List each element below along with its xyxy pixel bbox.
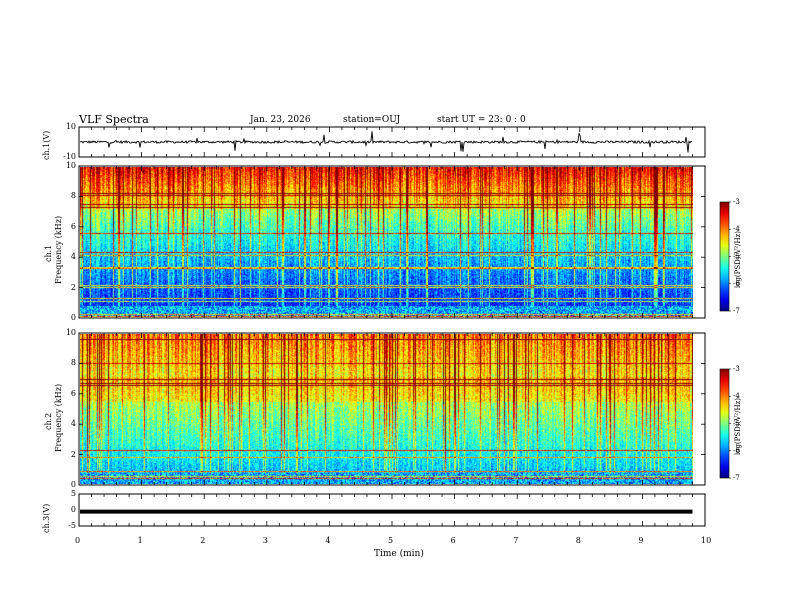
x-tick-label-6: 6 (450, 536, 456, 545)
ch3-ytick-label: 5 (70, 489, 76, 498)
x-tick-label-3: 3 (262, 536, 268, 545)
ch1-freq-ytick-label: 2 (70, 282, 76, 292)
ch1-freq-ytick-label: 4 (70, 252, 76, 262)
panel-2-frame (78, 165, 706, 319)
x-tick-label-4: 4 (325, 536, 331, 545)
colorbar-2 (719, 368, 730, 479)
colorbar-1-tick-label: -5 (733, 252, 740, 261)
panel-3-frame (78, 332, 706, 486)
x-tick-label-5: 5 (388, 536, 394, 545)
colorbar-2-tick-label: -7 (733, 474, 740, 482)
ch2-freq-ytick-label: 8 (70, 358, 76, 368)
x-tick-label-1: 1 (137, 536, 143, 545)
ch1-freq-ytick-label: 6 (70, 221, 76, 231)
ch2-freq-ytick-label: 2 (70, 449, 76, 459)
x-tick-label-9: 9 (638, 536, 644, 545)
colorbar-2-tick-label: -5 (733, 419, 740, 428)
x-tick-label-8: 8 (575, 536, 581, 545)
ch2-freq-ytick-label: 6 (70, 388, 76, 398)
ch1-freq-ytick-label: 10 (65, 161, 76, 170)
ch1-freq-ytick-label: 8 (70, 191, 76, 201)
ch3-ytick-label: -5 (68, 521, 76, 530)
ch2-freq-ytick-label: 10 (65, 328, 76, 337)
date-label: Jan. 23, 2026 (250, 115, 311, 125)
x-tick-label-0: 0 (75, 536, 81, 545)
x-tick-label-7: 7 (513, 536, 519, 545)
ch1-spectrogram-image (80, 167, 693, 317)
x-tick-label-2: 2 (200, 536, 206, 545)
station-label: station=OUJ (343, 115, 401, 125)
colorbar-1-tick-label: -6 (733, 279, 740, 288)
colorbar-2-tick-label: -3 (733, 365, 740, 373)
colorbar-2-tick-label: -4 (733, 392, 740, 401)
ch2-spectrogram-image (80, 334, 693, 484)
colorbar-1 (719, 201, 730, 312)
ch2-freq-ytick-label: 0 (70, 480, 76, 489)
ch3-ytick-label: 0 (70, 505, 76, 514)
ch2-freq-ytick-label: 4 (70, 419, 76, 429)
figure-title: VLF Spectra (79, 113, 149, 126)
start-ut-label: start UT = 23: 0 : 0 (437, 115, 526, 125)
ch1-ytick-label: -10 (63, 152, 76, 161)
colorbar-2-tick-label: -6 (733, 446, 740, 455)
ch1-waveform-line (79, 131, 692, 153)
colorbar-1-tick-label: -4 (733, 225, 740, 234)
colorbar-1-tick-label: -7 (733, 307, 740, 315)
colorbar-1-tick-label: -3 (733, 198, 740, 206)
x-axis-label: Time (min) (374, 549, 424, 559)
ch1-ytick-label: 10 (65, 122, 76, 131)
ch1-freq-ytick-label: 0 (70, 313, 76, 322)
x-tick-label-10: 10 (701, 536, 712, 545)
